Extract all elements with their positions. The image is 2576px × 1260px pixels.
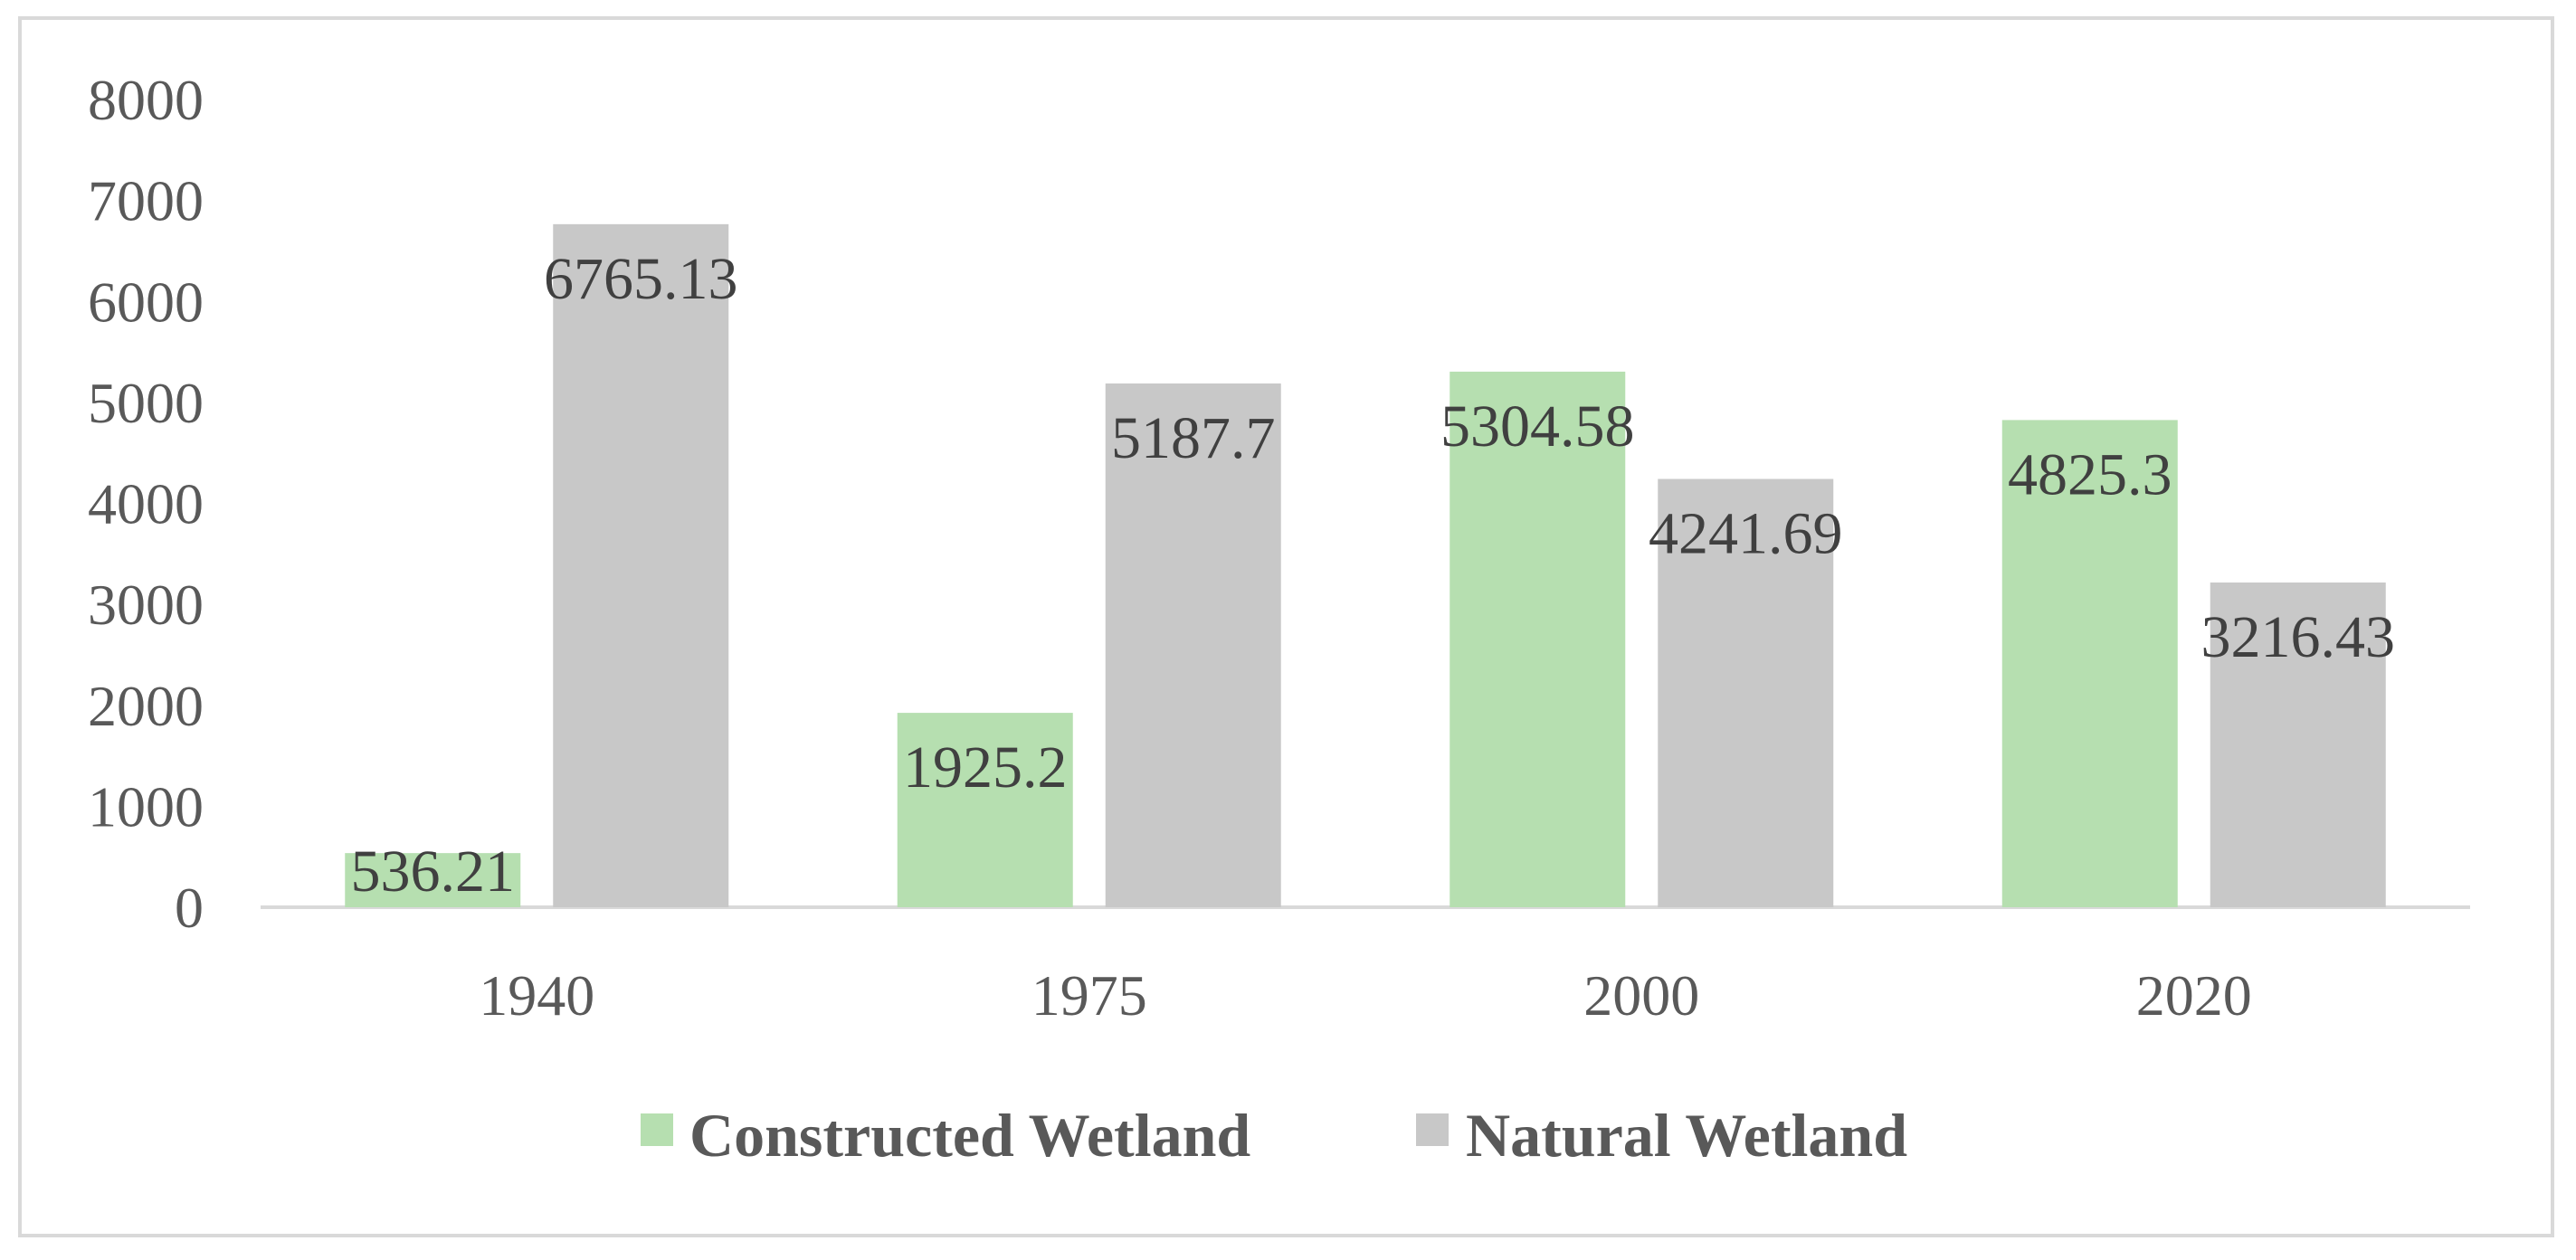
y-tick-label: 0	[175, 876, 204, 940]
y-tick-label: 8000	[88, 68, 204, 132]
legend-label-natural-wetland: Natural Wetland	[1466, 1101, 1907, 1170]
x-tick-label: 1975	[1031, 963, 1147, 1028]
data-label-natural-wetland-2020: 3216.43	[2201, 604, 2396, 670]
y-tick-label: 5000	[88, 371, 204, 435]
y-tick-label: 7000	[88, 169, 204, 233]
bar-natural-wetland-2000	[1658, 478, 1834, 907]
y-tick-label: 6000	[88, 270, 204, 334]
y-axis-ticks: 0 1000 2000 3000 4000 5000 6000 7000 8000	[88, 68, 204, 940]
legend-swatch-natural-wetland	[1416, 1113, 1449, 1146]
y-tick-label: 1000	[88, 774, 204, 838]
data-label-constructed-wetland-2000: 5304.58	[1440, 393, 1635, 459]
data-label-natural-wetland-2000: 4241.69	[1649, 501, 1843, 567]
data-label-constructed-wetland-1940: 536.21	[351, 838, 516, 905]
data-label-constructed-wetland-1975: 1925.2	[903, 734, 1068, 801]
bars-group	[345, 223, 2386, 908]
data-label-constructed-wetland-2020: 4825.3	[2008, 441, 2172, 507]
legend-swatch-constructed-wetland	[641, 1113, 673, 1146]
y-tick-label: 4000	[88, 472, 204, 536]
bar-constructed-wetland-1940	[345, 853, 521, 907]
y-tick-label: 3000	[88, 573, 204, 637]
legend: Constructed Wetland Natural Wetland	[641, 1101, 1907, 1170]
x-tick-label: 2000	[1583, 963, 1699, 1028]
bar-constructed-wetland-2000	[1450, 371, 1626, 908]
bar-natural-wetland-1940	[553, 223, 729, 908]
x-tick-label: 1940	[479, 963, 594, 1028]
bar-natural-wetland-1975	[1105, 383, 1281, 907]
x-tick-label: 2020	[2136, 963, 2252, 1028]
bar-natural-wetland-2020	[2210, 582, 2386, 907]
y-tick-label: 2000	[88, 674, 204, 738]
x-axis-ticks: 1940 1975 2000 2020	[479, 963, 2252, 1028]
data-label-natural-wetland-1975: 5187.7	[1111, 405, 1276, 471]
bar-constructed-wetland-2020	[2001, 420, 2178, 908]
bar-constructed-wetland-1975	[897, 713, 1073, 907]
data-label-natural-wetland-1940: 6765.13	[544, 246, 738, 312]
legend-label-constructed-wetland: Constructed Wetland	[689, 1101, 1250, 1170]
